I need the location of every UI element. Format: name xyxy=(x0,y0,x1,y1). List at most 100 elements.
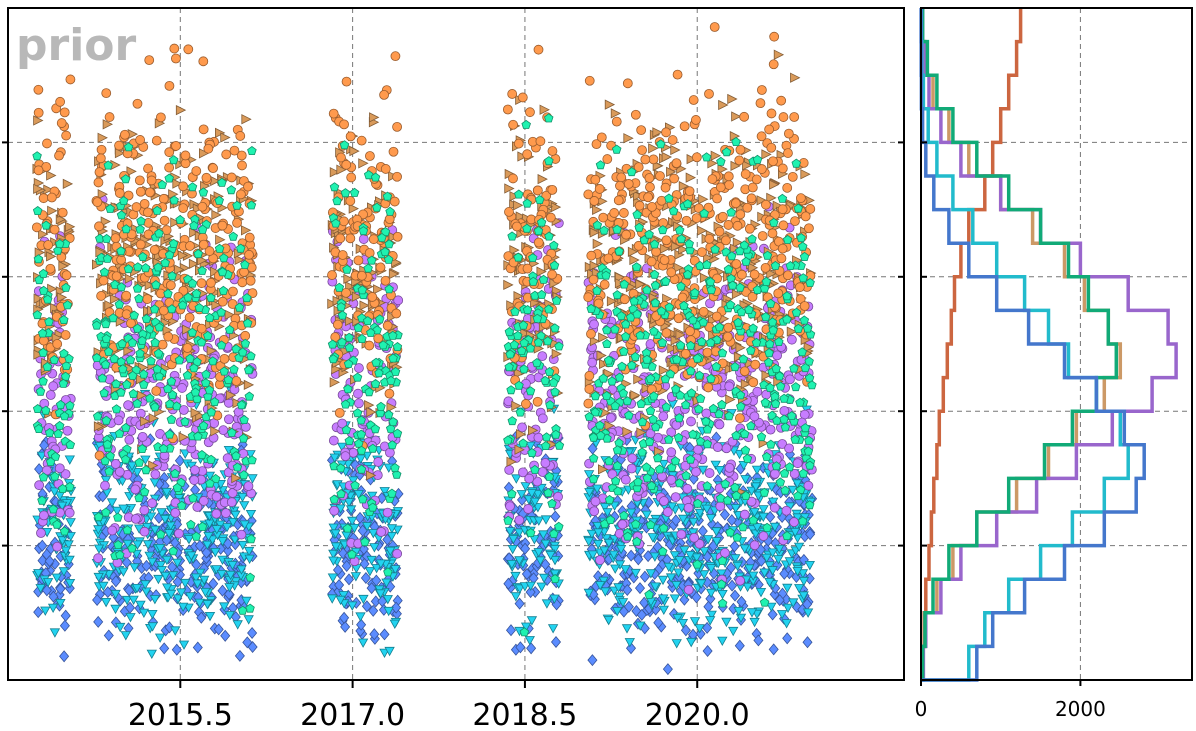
scatter-point xyxy=(190,573,202,583)
scatter-point xyxy=(803,480,814,491)
scatter-point xyxy=(742,202,753,213)
scatter-point xyxy=(113,415,124,426)
scatter-point xyxy=(135,135,146,145)
scatter-point xyxy=(180,150,191,161)
scatter-point xyxy=(226,497,237,508)
scatter-point xyxy=(110,604,121,615)
scatter-point xyxy=(766,142,777,153)
scatter-point xyxy=(171,141,181,151)
main-scatter-panel: 2015.5 2017.0 2018.5 2020.0 prior xyxy=(2,7,905,731)
scatter-point xyxy=(691,213,702,223)
scatter-point xyxy=(637,145,647,156)
scatter-point xyxy=(688,95,699,105)
scatter-point xyxy=(514,515,525,525)
scatter-point xyxy=(589,319,599,330)
scatter-point xyxy=(49,487,60,497)
scatter-point xyxy=(720,547,730,558)
scatter-point xyxy=(339,119,349,130)
scatter-point xyxy=(149,245,160,255)
scatter-point xyxy=(345,233,356,244)
scatter-point xyxy=(724,180,734,190)
scatter-point xyxy=(702,644,713,658)
scatter-point xyxy=(232,217,242,228)
scatter-point xyxy=(62,425,73,436)
scatter-point xyxy=(773,288,784,299)
scatter-point xyxy=(660,182,671,193)
scatter-point xyxy=(626,463,637,474)
scatter-point xyxy=(373,457,384,467)
scatter-point xyxy=(367,292,378,302)
scatter-point xyxy=(220,629,231,642)
scatter-point xyxy=(120,631,131,641)
scatter-point xyxy=(683,584,694,595)
scatter-point xyxy=(723,171,734,182)
scatter-point xyxy=(765,424,776,435)
scatter-point xyxy=(106,498,118,508)
scatter-point xyxy=(356,618,367,631)
scatter-point xyxy=(194,539,205,552)
scatter-point xyxy=(93,553,104,564)
scatter-point xyxy=(588,274,599,285)
scatter-point xyxy=(751,174,762,185)
scatter-point xyxy=(511,221,522,232)
scatter-point xyxy=(60,546,72,556)
scatter-point xyxy=(587,654,598,667)
scatter-point xyxy=(57,207,68,218)
scatter-point xyxy=(789,517,799,528)
scatter-point xyxy=(525,107,535,118)
scatter-point xyxy=(768,156,778,167)
scatter-point xyxy=(731,259,742,269)
scatter-point xyxy=(242,636,253,649)
scatter-point xyxy=(732,220,743,231)
scatter-point xyxy=(749,540,760,551)
scatter-point xyxy=(795,193,806,204)
scatter-point xyxy=(338,216,349,227)
scatter-point xyxy=(135,186,146,197)
scatter-point xyxy=(243,181,253,192)
scatter-point xyxy=(617,519,628,530)
scatter-point xyxy=(764,124,775,135)
scatter-point xyxy=(101,88,112,99)
scatter-point xyxy=(697,525,708,538)
scatter-point xyxy=(533,432,544,443)
scatter-point xyxy=(147,498,158,509)
scatter-point xyxy=(735,144,746,155)
scatter-point xyxy=(594,184,605,194)
scatter-point xyxy=(171,643,182,656)
scatter-point xyxy=(760,262,771,273)
scatter-point xyxy=(208,577,219,590)
scatter-point xyxy=(691,466,701,477)
scatter-point xyxy=(47,603,59,614)
scatter-point xyxy=(96,144,107,155)
scatter-point xyxy=(765,510,776,523)
scatter-point xyxy=(54,463,65,474)
scatter-point xyxy=(158,305,169,316)
scatter-point xyxy=(346,172,357,183)
scatter-point xyxy=(192,502,203,512)
scatter-point xyxy=(655,171,665,181)
scatter-point xyxy=(340,451,351,462)
scatter-point xyxy=(36,528,46,538)
scatter-point xyxy=(749,269,760,280)
scatter-point xyxy=(712,442,723,453)
scatter-point xyxy=(365,151,375,161)
scatter-point xyxy=(662,507,673,517)
scatter-point xyxy=(219,353,230,364)
scatter-point xyxy=(178,181,189,192)
scatter-point xyxy=(698,306,709,317)
scatter-point xyxy=(38,510,49,521)
scatter-point xyxy=(60,609,71,622)
scatter-point xyxy=(739,111,750,122)
scatter-point xyxy=(658,411,669,422)
scatter-point xyxy=(636,125,647,136)
scatter-point xyxy=(709,22,720,32)
scatter-point xyxy=(785,374,795,385)
scatter-point xyxy=(615,180,625,191)
scatter-point xyxy=(779,567,790,580)
scatter-point xyxy=(537,413,548,424)
scatter-point xyxy=(622,583,633,597)
scatter-point xyxy=(661,235,672,246)
scatter-point xyxy=(165,280,176,291)
scatter-point xyxy=(49,628,61,638)
scatter-point xyxy=(376,527,387,537)
